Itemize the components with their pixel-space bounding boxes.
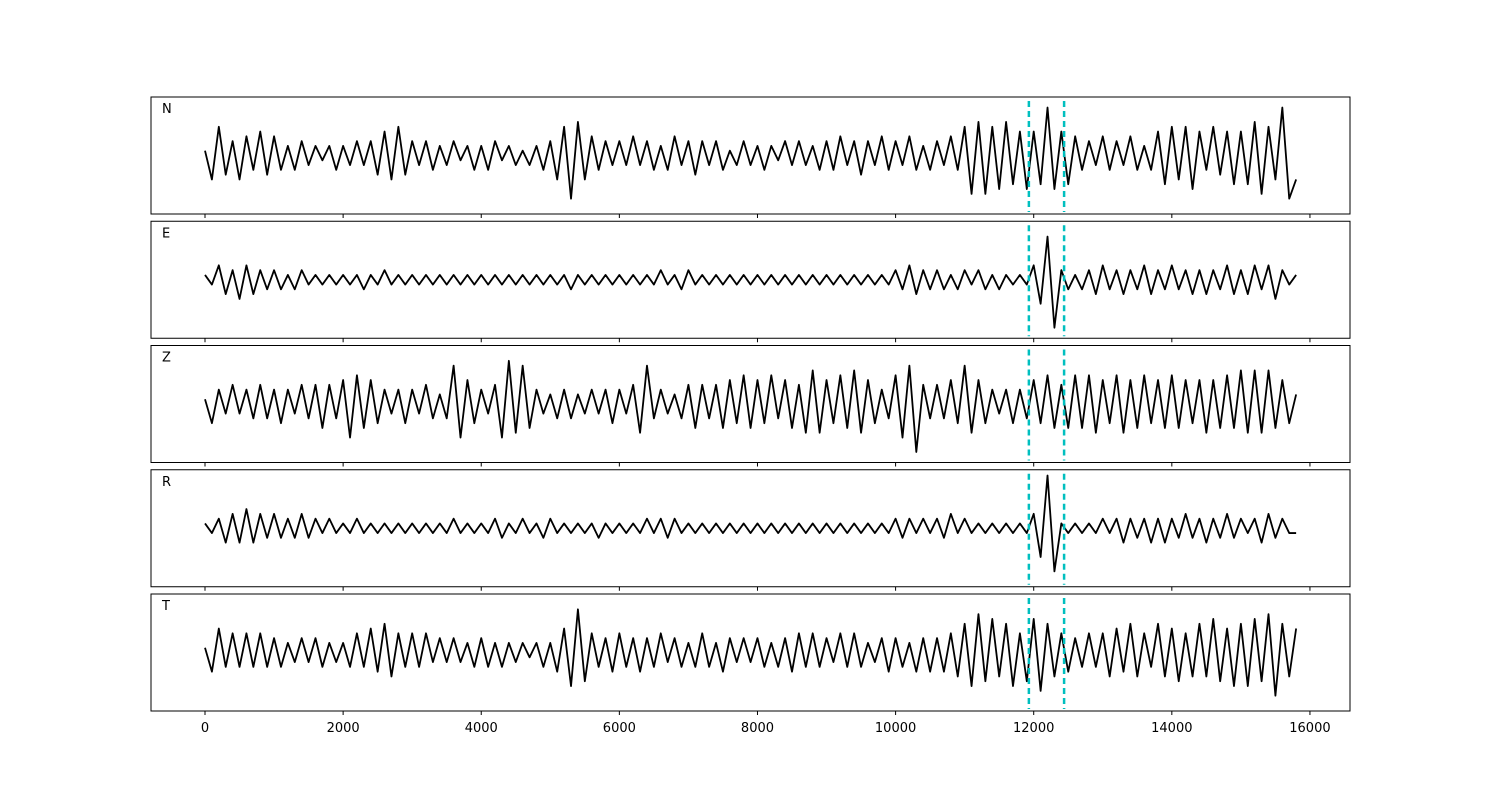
trace bbox=[204, 106, 1297, 200]
panel-label: N bbox=[162, 102, 172, 117]
x-tick-label: 14000 bbox=[1151, 721, 1192, 736]
panel-label: R bbox=[162, 475, 171, 490]
panel-frame bbox=[150, 96, 1351, 215]
panel-label: Z bbox=[162, 351, 171, 366]
panel-frame bbox=[150, 345, 1351, 463]
x-tick-label: 10000 bbox=[875, 721, 916, 736]
x-tick-label: 8000 bbox=[741, 721, 774, 736]
trace bbox=[204, 359, 1298, 453]
x-tick-label: 4000 bbox=[465, 721, 498, 736]
x-tick-label: 12000 bbox=[1013, 721, 1054, 736]
trace bbox=[204, 608, 1298, 697]
panel-label: T bbox=[161, 599, 170, 614]
x-tick-label: 6000 bbox=[603, 721, 636, 736]
panel-label: E bbox=[162, 226, 170, 241]
x-tick-label: 16000 bbox=[1289, 721, 1330, 736]
trace bbox=[204, 474, 1297, 573]
x-tick-label: 0 bbox=[201, 721, 209, 736]
trace bbox=[204, 235, 1297, 329]
panel-frame bbox=[150, 593, 1351, 712]
panel-frame bbox=[150, 469, 1351, 588]
panel-frame bbox=[150, 220, 1351, 339]
x-tick-label: 2000 bbox=[327, 721, 360, 736]
